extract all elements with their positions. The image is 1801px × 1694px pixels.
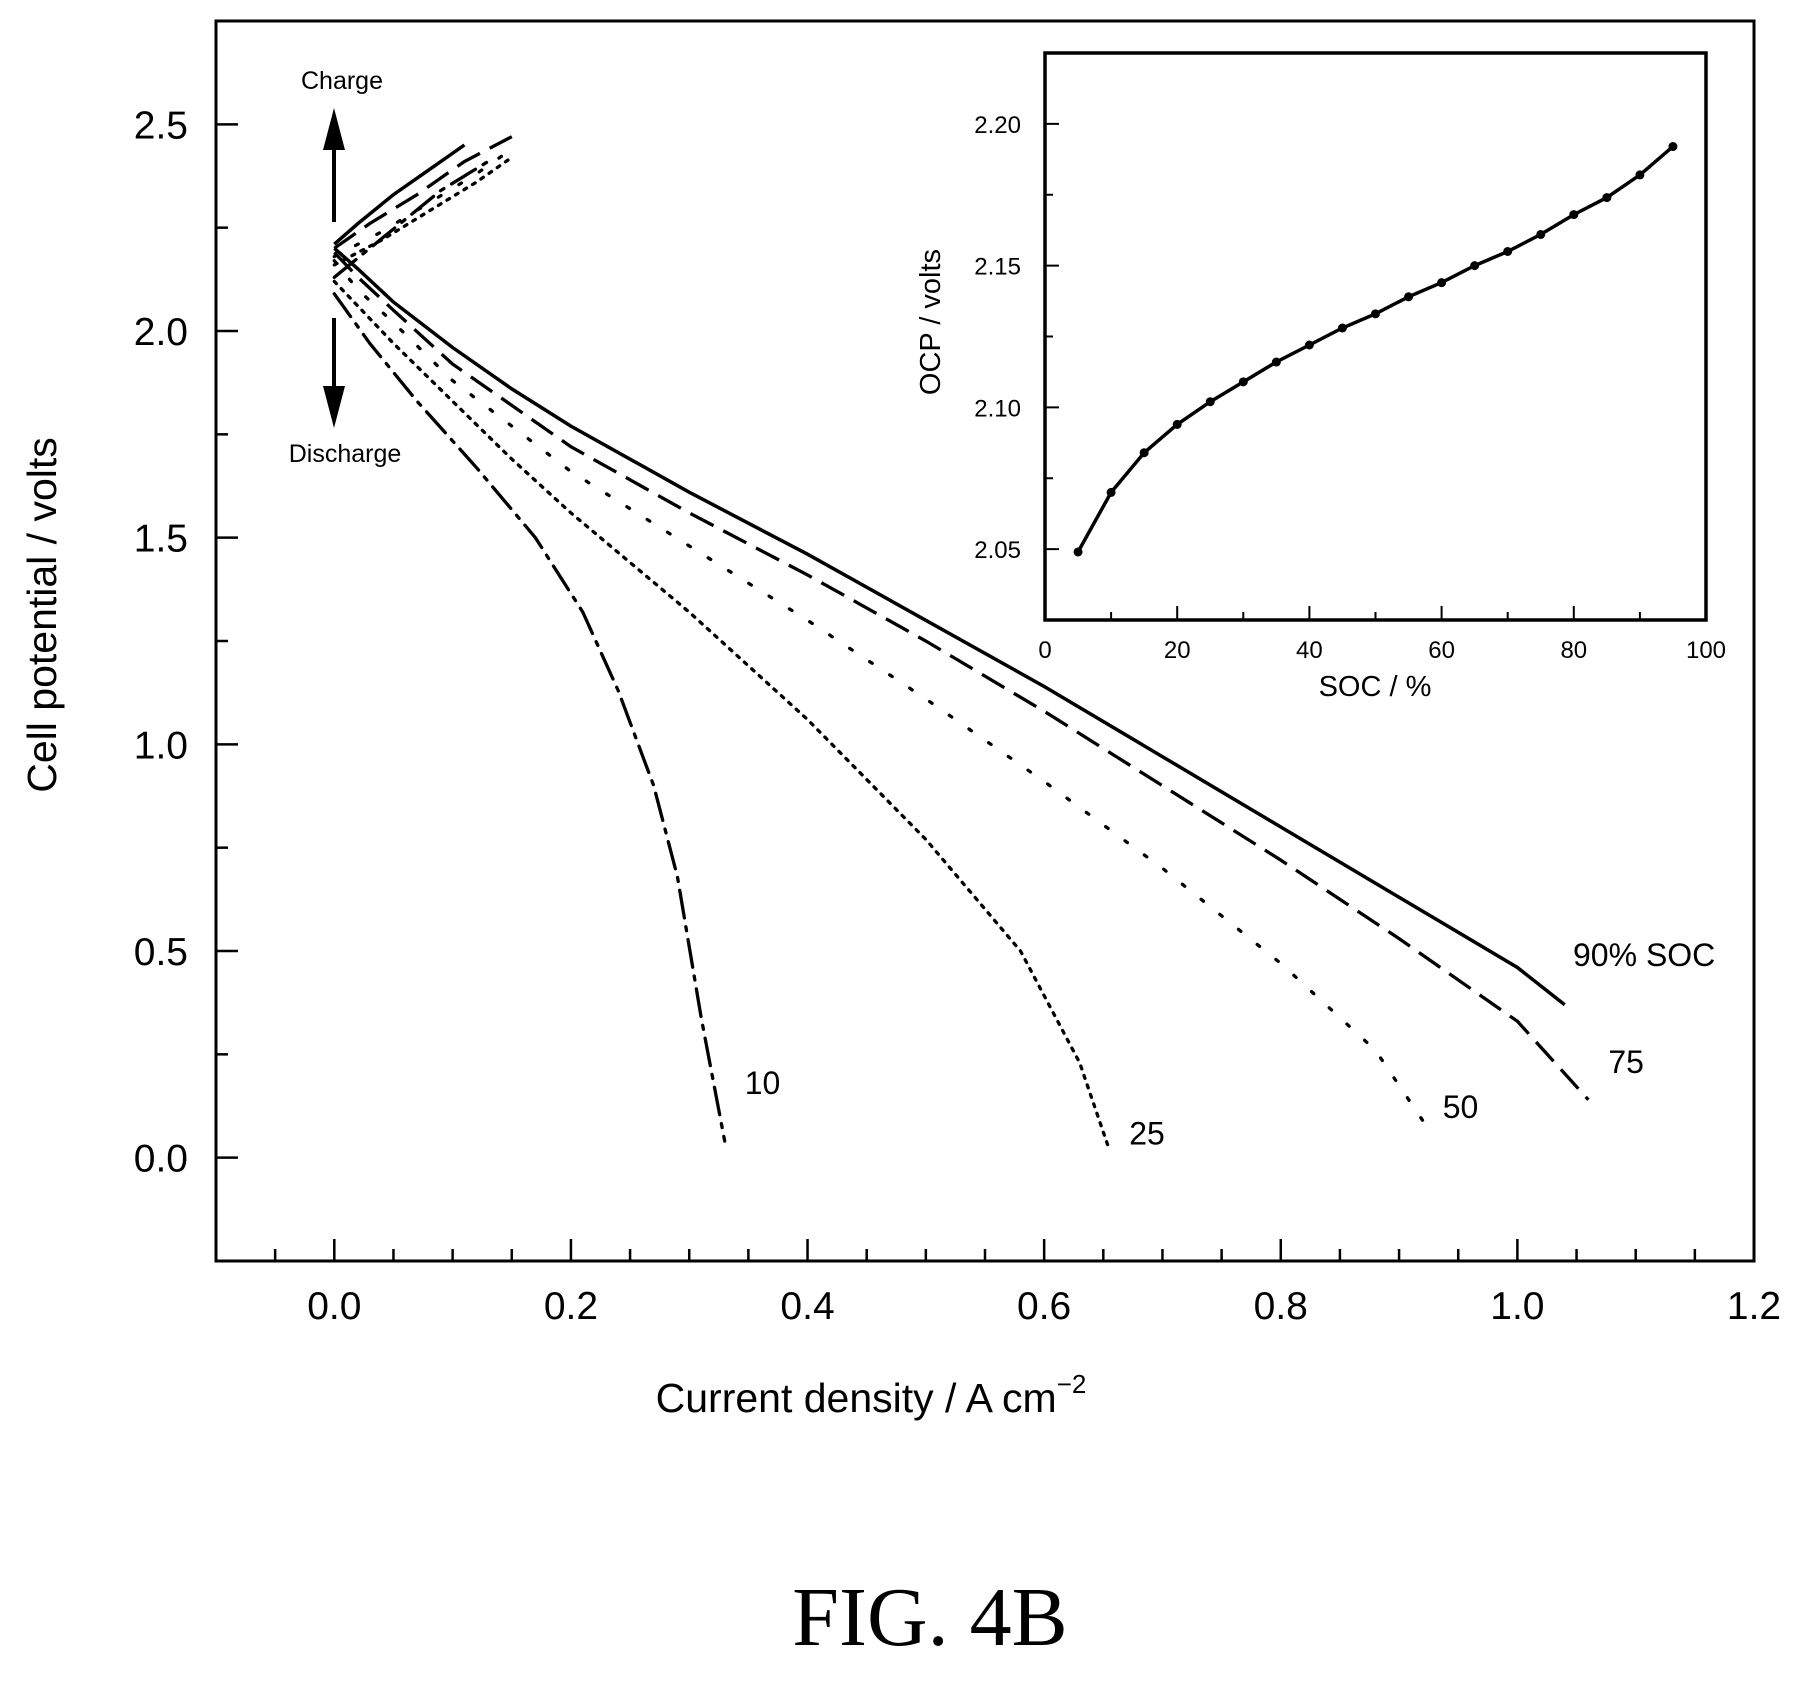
ocp-point [1371,309,1380,319]
inset-x-tick-label: 0 [1038,637,1051,664]
ocp-point [1271,357,1281,367]
ocp-point [1238,377,1248,387]
ocp-point [1602,193,1612,203]
charge-discharge-annotation: Charge Discharge [289,67,402,468]
x-tick-label: 0.4 [780,1285,834,1328]
ocp-point [1304,340,1314,350]
ocp-point [1172,419,1182,429]
x-tick-label: 0.0 [307,1285,361,1328]
ocp-point [1139,448,1149,458]
series-25-label: 25 [1129,1115,1165,1151]
inset-x-tick-label: 40 [1296,637,1323,664]
main-x-axis-label-text: Current density / A cm [656,1375,1057,1421]
main-x-axis-label-superscript: −2 [1057,1369,1087,1399]
inset-x-tick-label: 100 [1686,637,1726,664]
series-25-charge-line [332,155,514,267]
x-tick-label: 0.8 [1254,1285,1308,1328]
ocp-point [1668,142,1678,152]
y-tick-label: 1.5 [134,518,188,561]
main-tick-labels: 0.0 0.2 0.4 0.6 0.8 1.0 1.2 0.0 0.5 1.0 1.5 2.0 2.5 [134,104,1781,1328]
inset-chart: 0 20 40 60 80 100 2.05 2.10 2.15 2.20 SOC / % OCP… [915,51,1726,703]
discharge-arrow-head [323,386,345,428]
series-10-discharge-line [332,292,727,1143]
ocp-point [1337,323,1347,333]
ocp-point [1404,292,1414,302]
ocp-point [1635,170,1645,180]
x-tick-label: 0.2 [544,1285,598,1328]
x-tick-label: 0.6 [1017,1285,1071,1328]
inset-x-tick-label: 20 [1164,637,1191,664]
series-90-soc-charge-line [333,143,466,246]
main-ticks [214,19,1756,1263]
series-90-soc-discharge-line [333,246,1566,1007]
y-tick-label: 1.0 [134,724,188,767]
charge-label: Charge [301,67,383,95]
ocp-point [1536,229,1546,239]
main-chart: 0.0 0.2 0.4 0.6 0.8 1.0 1.20.00.51.01.52.02.5 … [19,19,1781,1421]
x-tick-label: 1.2 [1727,1285,1781,1328]
inset-x-tick-label: 80 [1560,637,1587,664]
series-50-label: 50 [1443,1089,1479,1125]
y-tick-label: 2.0 [134,311,188,354]
ocp-point [1205,397,1215,407]
inset-y-tick-label: 2.15 [974,254,1021,281]
x-tick-label: 1.0 [1490,1285,1544,1328]
ocp-point [1503,246,1513,256]
inset-x-axis-label: SOC / % [1319,671,1432,703]
series-75-charge-line [333,135,513,250]
series-75-label: 75 [1608,1044,1644,1080]
series-10-label: 10 [745,1065,781,1101]
series-10-charge-line [332,159,490,279]
y-tick-label: 0.0 [134,1138,188,1181]
figure-caption: FIG. 4B [792,1571,1067,1664]
main-series-labels: 90% SOC 75 50 25 10 [745,937,1716,1151]
inset-plot-frame [1043,51,1708,622]
y-tick-label: 2.5 [134,104,188,147]
inset-series [1073,142,1678,557]
series-25-discharge-line [332,279,1111,1152]
ocp-point [1106,487,1116,497]
ocp-point [1569,210,1579,220]
main-x-axis-label: Current density / A cm−2 [656,1369,1087,1421]
charge-arrow-head [323,108,345,150]
inset-y-tick-label: 2.10 [974,395,1021,422]
ocp-point [1073,547,1083,557]
inset-y-tick-label: 2.05 [974,537,1021,564]
inset-x-tick-label: 60 [1428,637,1455,664]
series-90-soc-label: 90% SOC [1573,937,1715,973]
inset-y-axis-label: OCP / volts [915,249,947,395]
inset-y-tick-label: 2.20 [974,112,1021,139]
main-y-axis-label: Cell potential / volts [19,437,65,793]
inset-tick-labels: 0 20 40 60 80 100 2.05 2.10 2.15 2.20 [974,112,1726,664]
series-50-discharge-line [332,259,1425,1123]
series-75-discharge-line [333,251,1590,1101]
ocp-point [1470,261,1480,271]
main-series [332,135,1590,1152]
discharge-label: Discharge [289,440,402,468]
inset-ticks [1044,122,1707,621]
ocp-point [1437,278,1447,288]
y-tick-label: 0.5 [134,931,188,974]
